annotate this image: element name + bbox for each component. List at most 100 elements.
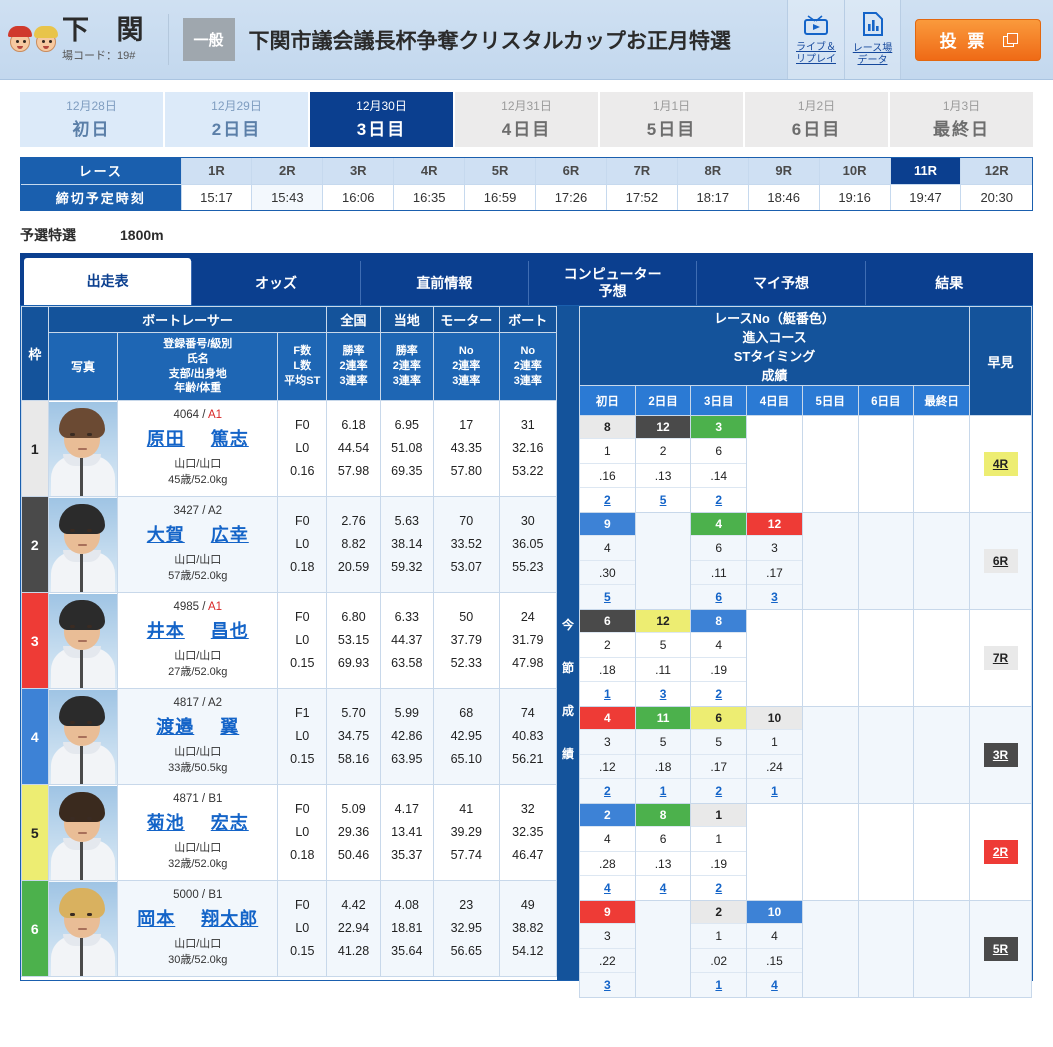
day-result[interactable]: 2	[691, 681, 747, 706]
racer-photo-cell[interactable]	[47, 592, 119, 689]
day-result[interactable]: 2	[691, 875, 747, 900]
racer-photo-cell[interactable]	[47, 496, 119, 593]
racer-grade: A2	[208, 504, 223, 517]
day-race-number: 11	[635, 707, 691, 729]
race-number-3r[interactable]: 3R	[322, 158, 395, 185]
day-tab-4[interactable]: 1月1日 5日目	[600, 92, 743, 147]
hayami-race-badge[interactable]: 4R	[983, 452, 1018, 476]
racer-national-stats: 6.18 44.54 57.98	[326, 400, 381, 497]
header-2rate: 2連率	[339, 360, 368, 373]
racer-row: 5 4871 / B1 菊池 宏志 山口/山口 32歳/52.0kg F0 L0 0.18 5.0…	[21, 784, 558, 881]
racer-row: 1 4064 / A1 原田 篤志 山口/山口 45歳/52.0kg F0 L0 0.16 6.1…	[21, 400, 558, 497]
day-tab-0[interactable]: 12月28日 初日	[20, 92, 163, 147]
vote-button[interactable]: 投 票	[915, 18, 1041, 61]
day-tab-3[interactable]: 12月31日 4日目	[455, 92, 598, 147]
day-result[interactable]: 6	[691, 584, 747, 609]
race-number-11r[interactable]: 11R	[890, 158, 962, 185]
race-number-5r[interactable]: 5R	[464, 158, 537, 185]
header-avg-st: 平均ST	[284, 374, 321, 387]
day-result[interactable]: 3	[747, 584, 802, 609]
day-race-number: 10	[747, 707, 802, 729]
racer-age-weight: 30歳/52.0kg	[168, 953, 228, 966]
day-result[interactable]: 4	[747, 972, 802, 997]
racer-photo	[48, 690, 118, 784]
day-tab-6[interactable]: 1月3日 最終日	[890, 92, 1033, 147]
race-number-4r[interactable]: 4R	[393, 158, 466, 185]
hayami-race-badge[interactable]: 7R	[983, 646, 1018, 670]
day-result[interactable]: 2	[580, 778, 635, 803]
day-result[interactable]: 3	[635, 681, 691, 706]
venue-info: 下 関 場コード：19#	[58, 0, 168, 79]
day-result[interactable]: 2	[580, 487, 635, 512]
day-result[interactable]: 5	[580, 584, 635, 609]
racecourse-data-button[interactable]: レース場 データ	[844, 0, 901, 79]
racer-name-link[interactable]: 井本 昌也	[146, 620, 249, 641]
race-number-12r[interactable]: 12R	[960, 158, 1032, 185]
header-f-count: F数	[293, 345, 312, 358]
racer-branch: 山口/山口	[174, 649, 222, 662]
racecourse-data-label-line2: データ	[857, 55, 888, 66]
day-result[interactable]: 1	[580, 681, 635, 706]
deadline-2r: 15:43	[251, 184, 324, 210]
day-st-timing: .28	[580, 850, 635, 876]
racer-photo-cell[interactable]	[47, 880, 119, 977]
day-result[interactable]: 4	[580, 875, 635, 900]
day-result[interactable]: 1	[747, 778, 802, 803]
day-tab-2[interactable]: 12月30日 3日目	[310, 92, 453, 147]
deadline-8r: 18:17	[677, 184, 749, 210]
race-distance-label: 1800m	[120, 227, 164, 243]
live-replay-button[interactable]: ライブ＆ リプレイ	[787, 0, 844, 79]
racer-name-link[interactable]: 渡邉翼	[156, 716, 240, 737]
hayami-race-badge[interactable]: 3R	[983, 743, 1018, 767]
racer-photo-cell[interactable]	[47, 784, 119, 881]
day-cell: 4 6.11 6	[690, 512, 748, 610]
day-tab-1[interactable]: 12月29日 2日目	[165, 92, 308, 147]
race-number-9r[interactable]: 9R	[748, 158, 820, 185]
tab-odds[interactable]: オッズ	[191, 261, 359, 305]
day-tab-label: 6日目	[791, 119, 842, 139]
race-number-2r[interactable]: 2R	[251, 158, 324, 185]
racer-photo	[48, 882, 118, 976]
header-motor-no: No	[458, 345, 474, 358]
racer-branch: 山口/山口	[174, 937, 222, 950]
hayami-race-badge[interactable]: 2R	[983, 840, 1018, 864]
tab-my-prediction[interactable]: マイ予想	[696, 261, 864, 305]
racer-photo-cell[interactable]	[47, 688, 119, 785]
tab-computer-prediction[interactable]: コンピューター 予想	[527, 261, 696, 305]
day-result[interactable]: 4	[635, 875, 691, 900]
day-st-timing: .19	[691, 850, 747, 876]
tab-results[interactable]: 結果	[864, 261, 1033, 305]
day-cell-empty	[746, 415, 803, 513]
header-3rate: 3連率	[513, 374, 542, 387]
racer-local-stats: 5.63 38.14 59.32	[379, 496, 434, 593]
tab-entry-table[interactable]: 出走表	[24, 258, 192, 305]
racer-name-link[interactable]: 大賀 広幸	[146, 524, 249, 545]
race-number-6r[interactable]: 6R	[535, 158, 607, 185]
race-number-10r[interactable]: 10R	[819, 158, 891, 185]
day-cell: 6 5.17 2	[690, 706, 748, 804]
race-number-7r[interactable]: 7R	[606, 158, 678, 185]
day-result[interactable]: 3	[580, 972, 635, 997]
race-number-1r[interactable]: 1R	[181, 158, 253, 185]
tab-latest-info[interactable]: 直前情報	[359, 261, 528, 305]
day-result[interactable]: 1	[635, 778, 691, 803]
hayami-race-badge[interactable]: 5R	[983, 937, 1018, 961]
day-col-1: 2日目	[634, 385, 692, 416]
racer-branch: 山口/山口	[174, 457, 222, 470]
day-tab-5[interactable]: 1月2日 6日目	[745, 92, 888, 147]
racer-profile-cell: 4871 / B1 菊池 宏志 山口/山口 32歳/52.0kg	[117, 784, 279, 881]
racer-foul-stats: F0 L0 0.18	[277, 784, 328, 881]
day-result[interactable]: 5	[635, 487, 691, 512]
racer-photo-cell[interactable]	[47, 400, 119, 497]
racer-name-link[interactable]: 菊池 宏志	[146, 812, 249, 833]
tv-icon	[803, 13, 829, 40]
day-result[interactable]: 2	[691, 487, 747, 512]
racer-name-link[interactable]: 原田 篤志	[146, 428, 249, 449]
header-win-rate: 勝率	[342, 345, 365, 358]
racer-name-link[interactable]: 岡本 翔太郎	[137, 908, 259, 929]
race-number-8r[interactable]: 8R	[677, 158, 749, 185]
day-result[interactable]: 1	[691, 972, 747, 997]
hayami-race-badge[interactable]: 6R	[983, 549, 1018, 573]
day-entry-course: 1	[691, 923, 747, 948]
day-result[interactable]: 2	[691, 778, 747, 803]
